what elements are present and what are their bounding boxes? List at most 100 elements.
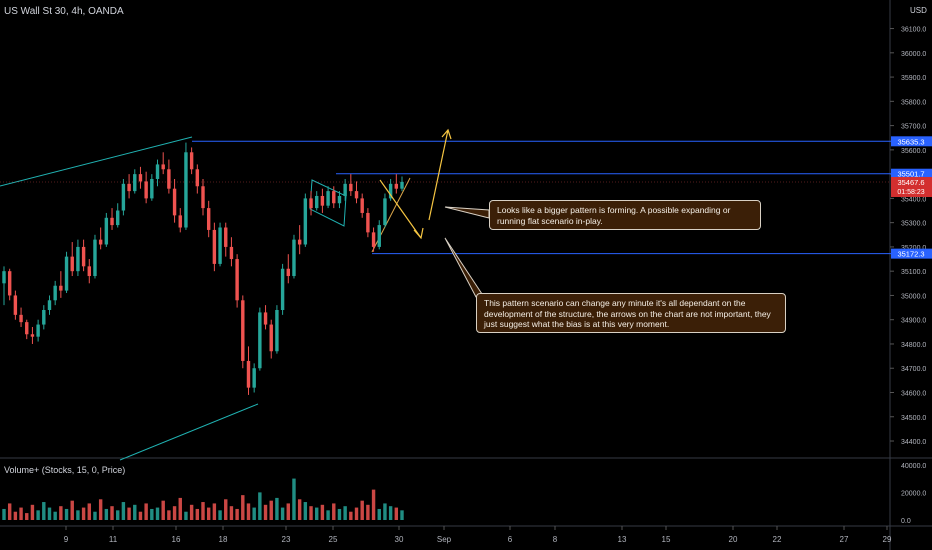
price-tick-label: 35000.0 xyxy=(901,293,926,300)
volume-bar xyxy=(161,500,165,520)
time-tick-label: 20 xyxy=(729,535,738,544)
candle-body xyxy=(371,232,376,247)
currency-label: USD xyxy=(910,6,927,15)
candle-body xyxy=(70,256,74,272)
volume-bar xyxy=(354,507,359,520)
candle-body xyxy=(133,174,137,192)
volume-tick-label: 40000.0 xyxy=(901,463,926,470)
volume-bar xyxy=(303,502,308,520)
annotation-note-upper[interactable]: Looks like a bigger pattern is forming. … xyxy=(489,200,761,230)
candle-body xyxy=(360,198,364,213)
price-tick-label: 35200.0 xyxy=(901,245,926,252)
time-tick-label: 18 xyxy=(219,535,228,544)
candle-body xyxy=(212,229,217,264)
candle-body xyxy=(229,246,234,260)
volume-bar xyxy=(70,500,74,520)
volume-indicator-label: Volume+ (Stocks, 15, 0, Price) xyxy=(4,465,126,475)
volume-bar xyxy=(42,502,46,520)
candle-body xyxy=(252,368,256,388)
candle-body xyxy=(98,239,103,245)
candle-body xyxy=(246,360,251,388)
candle-body xyxy=(258,312,262,369)
time-tick-label: 8 xyxy=(553,535,558,544)
arrow-up-head xyxy=(441,128,452,140)
candle-body xyxy=(377,225,381,247)
time-tick-label: Sep xyxy=(437,535,452,544)
candle-body xyxy=(127,183,131,192)
volume-bar xyxy=(133,504,137,520)
volume-bar xyxy=(76,510,80,520)
price-tick-label: 35300.0 xyxy=(901,221,926,228)
candle-body xyxy=(81,246,86,267)
candle-body xyxy=(292,239,296,277)
candle-body xyxy=(280,268,285,310)
volume-bar xyxy=(246,503,251,520)
candle-body xyxy=(235,259,239,301)
candle-body xyxy=(320,195,325,206)
time-tick-label: 30 xyxy=(395,535,404,544)
candle-body xyxy=(121,183,126,211)
candle-body xyxy=(309,198,313,209)
volume-bar xyxy=(121,502,126,520)
volume-bar xyxy=(286,503,290,520)
volume-bar xyxy=(377,508,381,520)
price-tick-label: 34500.0 xyxy=(901,415,926,422)
candle-body xyxy=(30,334,35,337)
volume-bar xyxy=(172,506,177,520)
volume-bar xyxy=(59,506,63,520)
candle-body xyxy=(42,310,46,325)
time-tick-label: 11 xyxy=(109,535,118,544)
volume-bar xyxy=(30,504,35,520)
volume-bar xyxy=(275,497,279,520)
volume-bar xyxy=(195,508,200,520)
volume-bar xyxy=(87,503,91,520)
volume-bar xyxy=(36,510,40,520)
arrow-down-line xyxy=(379,179,422,239)
time-tick-label: 16 xyxy=(172,535,181,544)
volume-bar xyxy=(19,507,23,520)
time-tick-label: 23 xyxy=(282,535,291,544)
volume-bar xyxy=(25,513,29,520)
volume-bar xyxy=(155,507,160,520)
candle-body xyxy=(53,285,57,301)
volume-bar xyxy=(138,511,143,520)
volume-bar xyxy=(263,504,268,520)
candle-body xyxy=(201,186,205,209)
volume-bar xyxy=(13,511,18,520)
volume-tick-label: 0.0 xyxy=(901,518,911,525)
candle-body xyxy=(269,324,273,352)
candle-body xyxy=(138,174,143,182)
volume-bar xyxy=(104,508,109,520)
candle-body xyxy=(337,195,342,204)
candle-body xyxy=(388,183,393,199)
price-tick-label: 35700.0 xyxy=(901,124,926,131)
candle-body xyxy=(172,188,177,216)
volume-bar xyxy=(110,506,114,520)
candle-body xyxy=(326,191,330,206)
candle-body xyxy=(297,239,302,245)
volume-bar xyxy=(258,492,262,520)
candle-body xyxy=(366,212,370,233)
price-tick-label: 34800.0 xyxy=(901,342,926,349)
candle-body xyxy=(64,256,69,291)
candle-body xyxy=(400,181,404,189)
price-tick-label: 34900.0 xyxy=(901,318,926,325)
candle-body xyxy=(394,183,399,189)
price-badge xyxy=(891,248,932,259)
volume-bar xyxy=(184,511,188,520)
volume-bar xyxy=(81,507,86,520)
candle-body xyxy=(25,322,29,335)
volume-bar xyxy=(371,489,376,520)
time-tick-label: 29 xyxy=(883,535,892,544)
price-tick-label: 36000.0 xyxy=(901,51,926,58)
candle-body xyxy=(36,324,40,337)
candle-body xyxy=(178,215,182,228)
candle-body xyxy=(59,285,63,291)
volume-bar xyxy=(116,510,120,520)
candle-body xyxy=(144,181,148,199)
candle-body xyxy=(241,300,245,361)
annotation-note-lower[interactable]: This pattern scenario can change any min… xyxy=(476,293,786,333)
candle-body xyxy=(195,169,200,187)
volume-bar xyxy=(150,508,154,520)
